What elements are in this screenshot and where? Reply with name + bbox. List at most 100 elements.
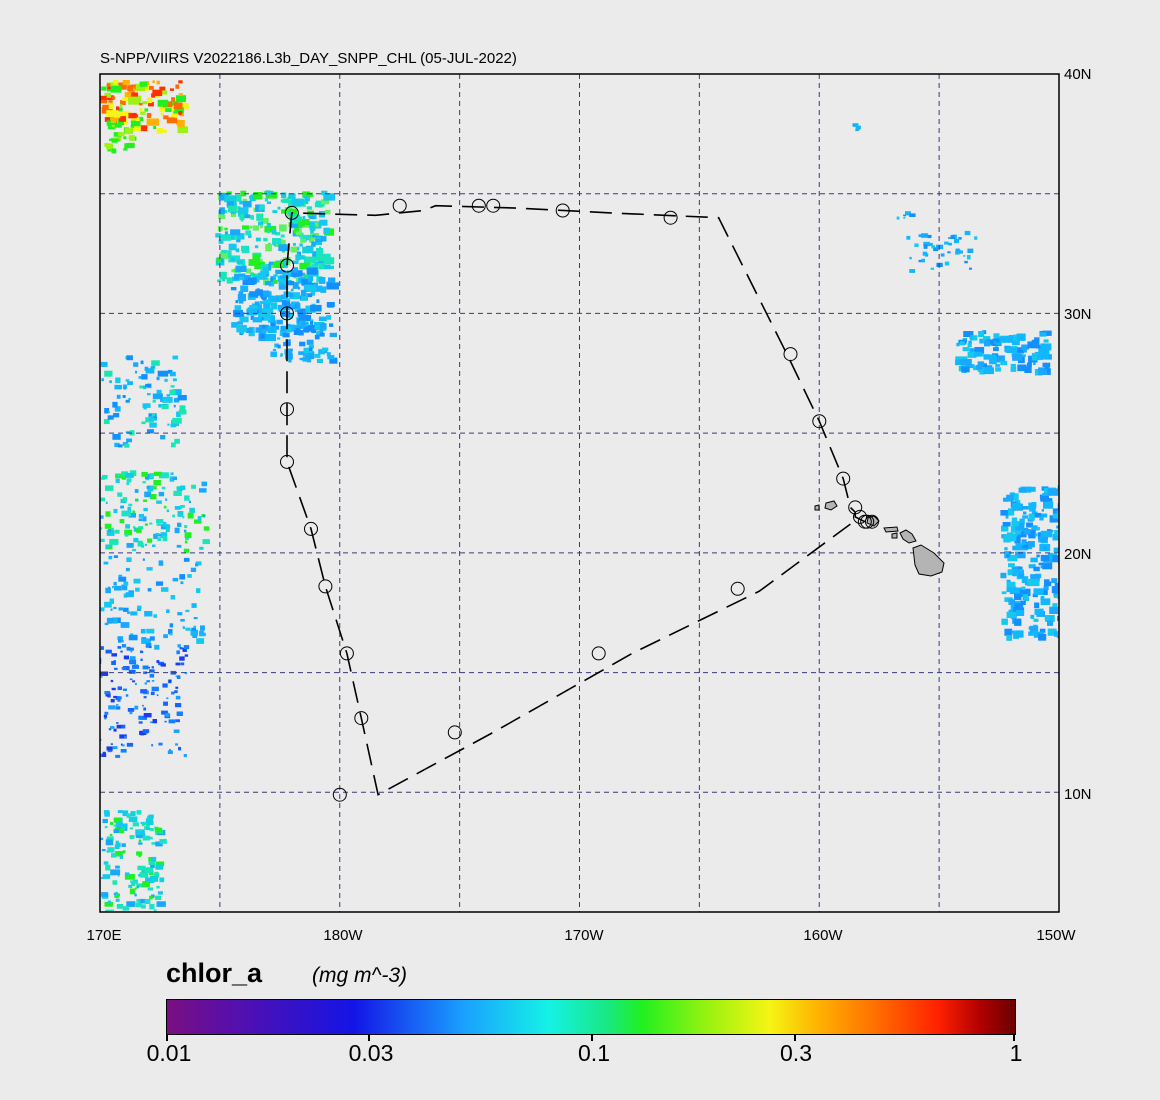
chlorophyll-pixel (185, 537, 189, 541)
chlorophyll-pixel (169, 623, 174, 628)
chlorophyll-pixel (961, 366, 970, 373)
chlorophyll-pixel (1047, 488, 1059, 496)
chlorophyll-pixel (253, 192, 263, 200)
chlorophyll-pixel (141, 638, 151, 644)
chlorophyll-pixel (241, 225, 250, 230)
chlorophyll-pixel (171, 97, 175, 101)
chlorophyll-pixel (166, 697, 169, 700)
chlorophyll-pixel (1051, 586, 1059, 594)
chlorophyll-pixel (129, 658, 133, 661)
chlorophyll-pixel (169, 476, 175, 482)
chlorophyll-pixel (235, 300, 239, 304)
chlorophyll-pixel (105, 909, 115, 912)
chlorophyll-pixel (1000, 572, 1007, 579)
chlorophyll-pixel (306, 339, 314, 345)
chlorophyll-pixel (130, 125, 135, 128)
chlorophyll-pixel (252, 304, 262, 312)
chlorophyll-pixel (254, 301, 260, 306)
chlorophyll-pixel (220, 258, 224, 263)
station-circle-icon (591, 646, 606, 661)
chlorophyll-pixel (184, 525, 188, 529)
chlorophyll-pixel (149, 669, 155, 673)
chlorophyll-pixel (171, 113, 178, 118)
chlorophyll-pixel (173, 397, 180, 403)
chlorophyll-pixel (100, 527, 103, 530)
chlorophyll-pixel (271, 228, 277, 235)
chlorophyll-pixel (133, 362, 139, 367)
chlorophyll-pixel (967, 255, 971, 260)
chlorophyll-pixel (234, 273, 243, 280)
chlorophyll-pixel (111, 853, 117, 858)
chlorophyll-pixel (152, 719, 157, 724)
chlorophyll-pixel (104, 143, 109, 147)
chlorophyll-pixel (903, 216, 906, 219)
chlorophyll-pixel (976, 365, 983, 370)
chlorophyll-pixel (104, 408, 110, 414)
chlorophyll-pixel (108, 705, 116, 710)
chlorophyll-pixel (1059, 588, 1069, 595)
chlorophyll-pixel (1007, 554, 1018, 562)
chlorophyll-pixel (144, 611, 153, 617)
chlorophyll-pixel (316, 254, 327, 262)
chlorophyll-pixel (148, 102, 154, 107)
colorbar-label-1: 1 (1009, 1040, 1023, 1066)
chlorophyll-pixel (177, 612, 183, 616)
chlorophyll-pixel (177, 522, 182, 527)
chlorophyll-pixel (1006, 534, 1017, 542)
chlorophyll-pixel (263, 303, 271, 309)
chlorophyll-pixel (1057, 615, 1059, 621)
chlorophyll-pixel (100, 515, 104, 519)
chlorophyll-pixel (995, 364, 1000, 367)
chlorophyll-pixel (1029, 507, 1036, 512)
chlorophyll-pixel (122, 395, 126, 398)
chlorophyll-pixel (183, 557, 190, 562)
chlorophyll-pixel (1009, 492, 1015, 496)
chlorophyll-pixel (111, 661, 116, 665)
chlorophyll-pixel (147, 887, 154, 891)
chlorophyll-pixel (264, 198, 269, 202)
chlorophyll-pixel (171, 691, 175, 695)
molokai-island (883, 526, 899, 533)
chlorophyll-pixel (278, 244, 290, 251)
graticule (100, 74, 1059, 912)
chlorophyll-pixel (133, 578, 141, 584)
chlorophyll-pixel (239, 292, 244, 296)
chlorophyll-pixel (1038, 367, 1047, 375)
chlorophyll-pixel (95, 475, 98, 479)
chlorophyll-pixel (103, 419, 110, 425)
chlorophyll-pixel (1022, 544, 1029, 549)
chlorophyll-pixel (1036, 554, 1040, 558)
chlorophyll-pixel (319, 328, 324, 334)
chlorophyll-pixel (135, 528, 142, 533)
chlorophyll-pixel (154, 827, 163, 833)
chlorophyll-pixel (1017, 573, 1025, 579)
chlorophyll-pixel (127, 85, 133, 92)
chlorophyll-pixel (172, 514, 175, 518)
chlorophyll-pixel (107, 749, 113, 753)
chlorophyll-pixel (111, 124, 115, 128)
chlorophyll-pixel (1007, 569, 1014, 576)
chlorophyll-pixel (302, 222, 310, 228)
chlorophyll-pixel (170, 472, 174, 475)
chlorophyll-pixel (108, 555, 113, 560)
chlorophyll-pixel (182, 516, 185, 519)
chlorophyll-pixel (104, 92, 112, 98)
chlorophyll-pixel (285, 353, 293, 360)
chlorophyll-pixel (113, 508, 118, 514)
chlorophyll-pixel (174, 102, 183, 110)
chlorophyll-pixel (1006, 346, 1018, 353)
chlorophyll-pixel (944, 241, 949, 245)
chlorophyll-pixel (130, 880, 134, 884)
chlorophyll-pixel (905, 211, 911, 216)
chlorophyll-pixel (129, 656, 136, 660)
chlorophyll-pixel (117, 136, 122, 141)
chlorophyll-pixel (314, 262, 319, 265)
chlorophyll-pixel (142, 481, 146, 484)
chlorophyll-pixel (158, 491, 165, 497)
chlorophyll-pixel (121, 471, 129, 477)
chlorophyll-pixel (299, 314, 306, 322)
chlorophyll-pixel (143, 499, 147, 502)
chlorophyll-pixel (121, 843, 126, 847)
chlorophyll-pixel (135, 498, 138, 501)
chlorophyll-pixel (1052, 603, 1058, 607)
